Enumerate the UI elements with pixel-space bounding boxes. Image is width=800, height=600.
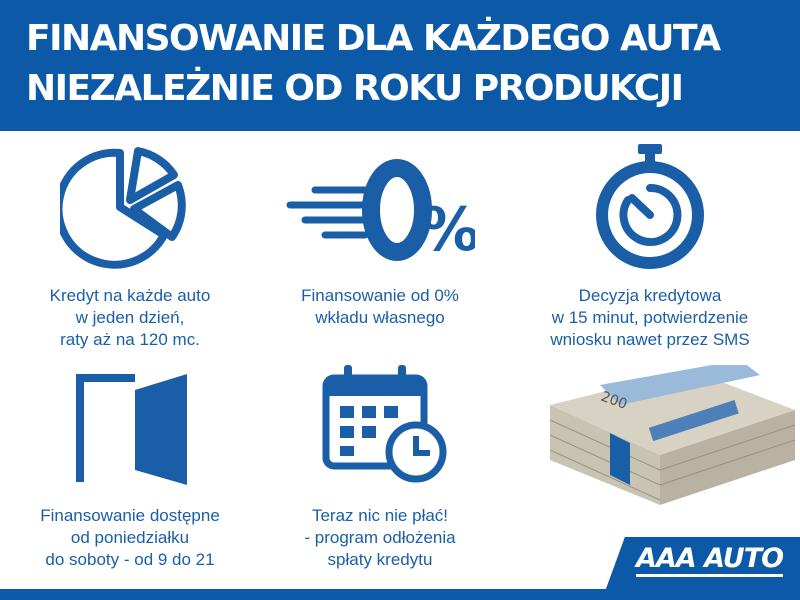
caption-line: spłaty kredytu — [327, 550, 433, 569]
caption-line: od poniedziałku — [70, 528, 190, 547]
aaa-auto-logo: AAA AUTO — [636, 544, 784, 577]
caption-line: Teraz nic nie płać! — [311, 506, 449, 525]
door-icon — [76, 374, 187, 485]
stopwatch-icon — [596, 144, 704, 269]
header-banner: FINANSOWANIE DLA KAŻDEGO AUTA NIEZALEŻNI… — [0, 0, 800, 131]
caption-line: raty aż na 120 mc. — [60, 330, 200, 349]
footer-bar — [0, 589, 800, 600]
caption-line: - program odłożenia — [304, 528, 456, 547]
caption-line: Decyzja kredytowa — [578, 286, 722, 305]
feature-deferral-caption: Teraz nic nie płać! - program odłożenia … — [250, 505, 510, 571]
pie-chart-icon — [60, 147, 186, 269]
caption-line: wkładu własnego — [315, 308, 445, 327]
money-stack-image: 200 — [549, 365, 796, 505]
caption-line: wniosku nawet przez SMS — [550, 330, 750, 349]
feature-zero-caption: Finansowanie od 0% wkładu własnego — [250, 285, 510, 329]
caption-line: Kredyt na każde auto — [49, 286, 211, 305]
calendar-clock-icon — [322, 365, 447, 483]
caption-line: Finansowanie od 0% — [301, 286, 459, 305]
caption-line: w jeden dzień, — [75, 308, 185, 327]
feature-hours-caption: Finansowanie dostępne od poniedziałku do… — [0, 505, 260, 571]
zero-percent-icon: % — [286, 159, 475, 265]
caption-line: do soboty - od 9 do 21 — [45, 550, 215, 569]
caption-line: Finansowanie dostępne — [40, 506, 220, 525]
percent-sign: % — [420, 195, 475, 265]
headline-line-1: FINANSOWANIE DLA KAŻDEGO AUTA — [26, 18, 721, 59]
headline-line-2: NIEZALEŻNIE OD ROKU PRODUKCJI — [26, 68, 684, 109]
feature-decision-caption: Decyzja kredytowa w 15 minut, potwierdze… — [520, 285, 780, 351]
feature-credit-caption: Kredyt na każde auto w jeden dzień, raty… — [0, 285, 260, 351]
caption-line: w 15 minut, potwierdzenie — [551, 308, 749, 327]
